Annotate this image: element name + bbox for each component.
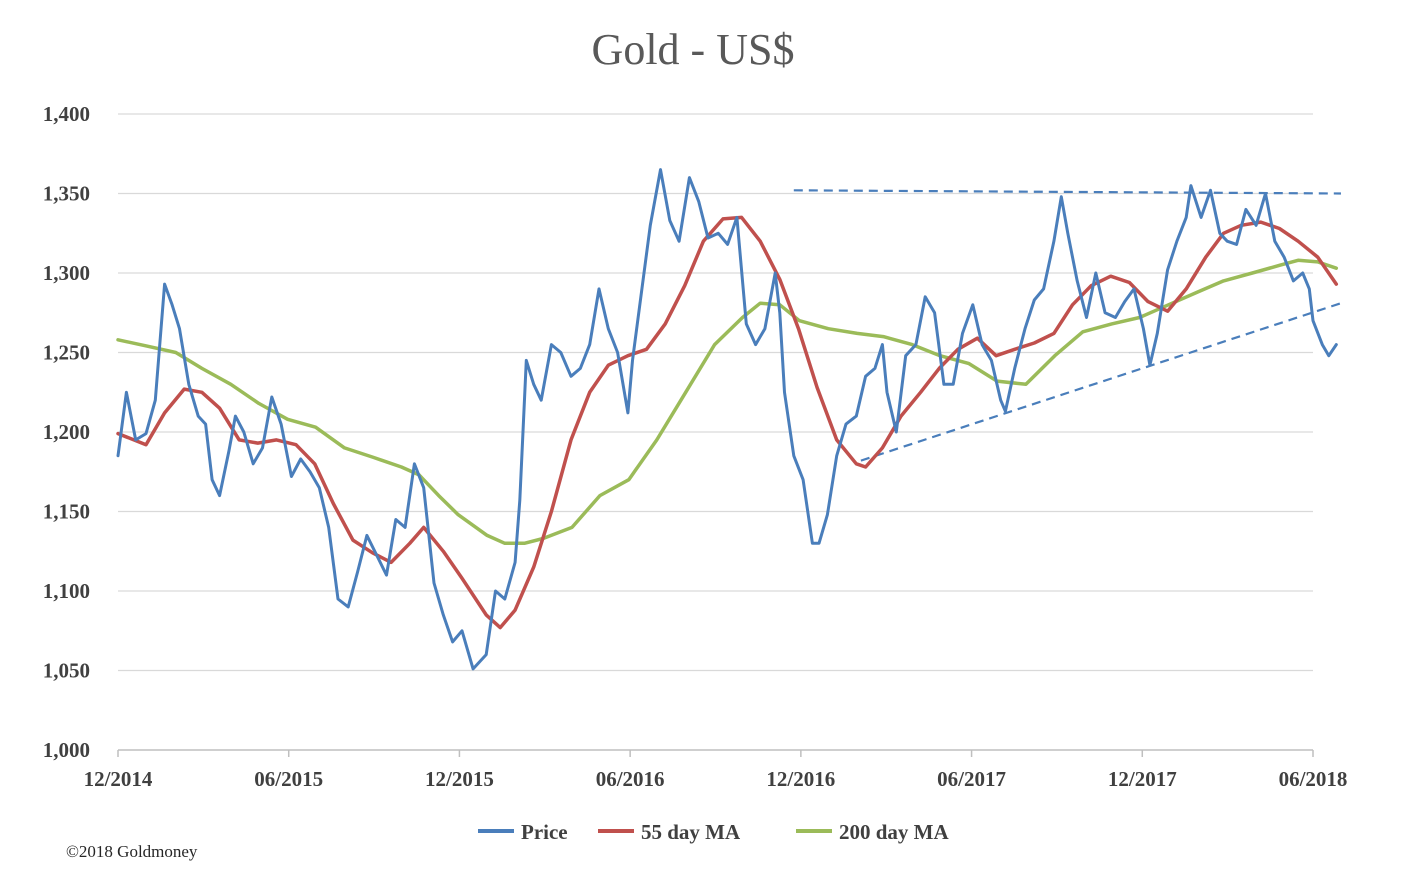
trendline: [860, 302, 1342, 462]
y-axis-tick-labels: 1,000 1,050 1,100 1,150 1,200 1,250 1,300 1,350…: [43, 102, 90, 762]
y-tick-label: 1,350: [43, 182, 90, 206]
legend-label: Price: [521, 820, 568, 844]
y-tick-label: 1,400: [43, 102, 90, 126]
y-tick-label: 1,000: [43, 738, 90, 762]
x-tick-label: 06/2017: [937, 767, 1006, 791]
x-tick-label: 12/2017: [1108, 767, 1177, 791]
chart-title: Gold - US$: [592, 25, 795, 74]
series-line-55-day-ma: [116, 215, 1339, 630]
y-tick-label: 1,100: [43, 579, 90, 603]
copyright-notice: ©2018 Goldmoney: [66, 842, 198, 861]
x-axis-tick-labels: 12/2014 06/2015 12/2015 06/2016 12/2016 06/20…: [84, 750, 1348, 791]
x-tick-label: 06/2018: [1279, 767, 1348, 791]
legend-label: 55 day MA: [641, 820, 741, 844]
y-tick-label: 1,050: [43, 659, 90, 683]
y-tick-label: 1,150: [43, 500, 90, 524]
series-line-200-day-ma: [116, 258, 1339, 546]
series-lines: [116, 168, 1339, 671]
trendline: [793, 189, 1341, 195]
x-tick-label: 12/2016: [766, 767, 835, 791]
x-tick-label: 06/2016: [596, 767, 665, 791]
gridlines: [118, 113, 1313, 751]
legend: Price 55 day MA 200 day MA: [478, 820, 950, 844]
y-tick-label: 1,250: [43, 341, 90, 365]
x-tick-label: 12/2014: [84, 767, 153, 791]
y-tick-label: 1,200: [43, 420, 90, 444]
series-line-price: [116, 168, 1338, 671]
y-tick-label: 1,300: [43, 261, 90, 285]
x-tick-label: 12/2015: [425, 767, 494, 791]
legend-label: 200 day MA: [839, 820, 950, 844]
x-tick-label: 06/2015: [254, 767, 323, 791]
trendlines: [793, 189, 1342, 462]
